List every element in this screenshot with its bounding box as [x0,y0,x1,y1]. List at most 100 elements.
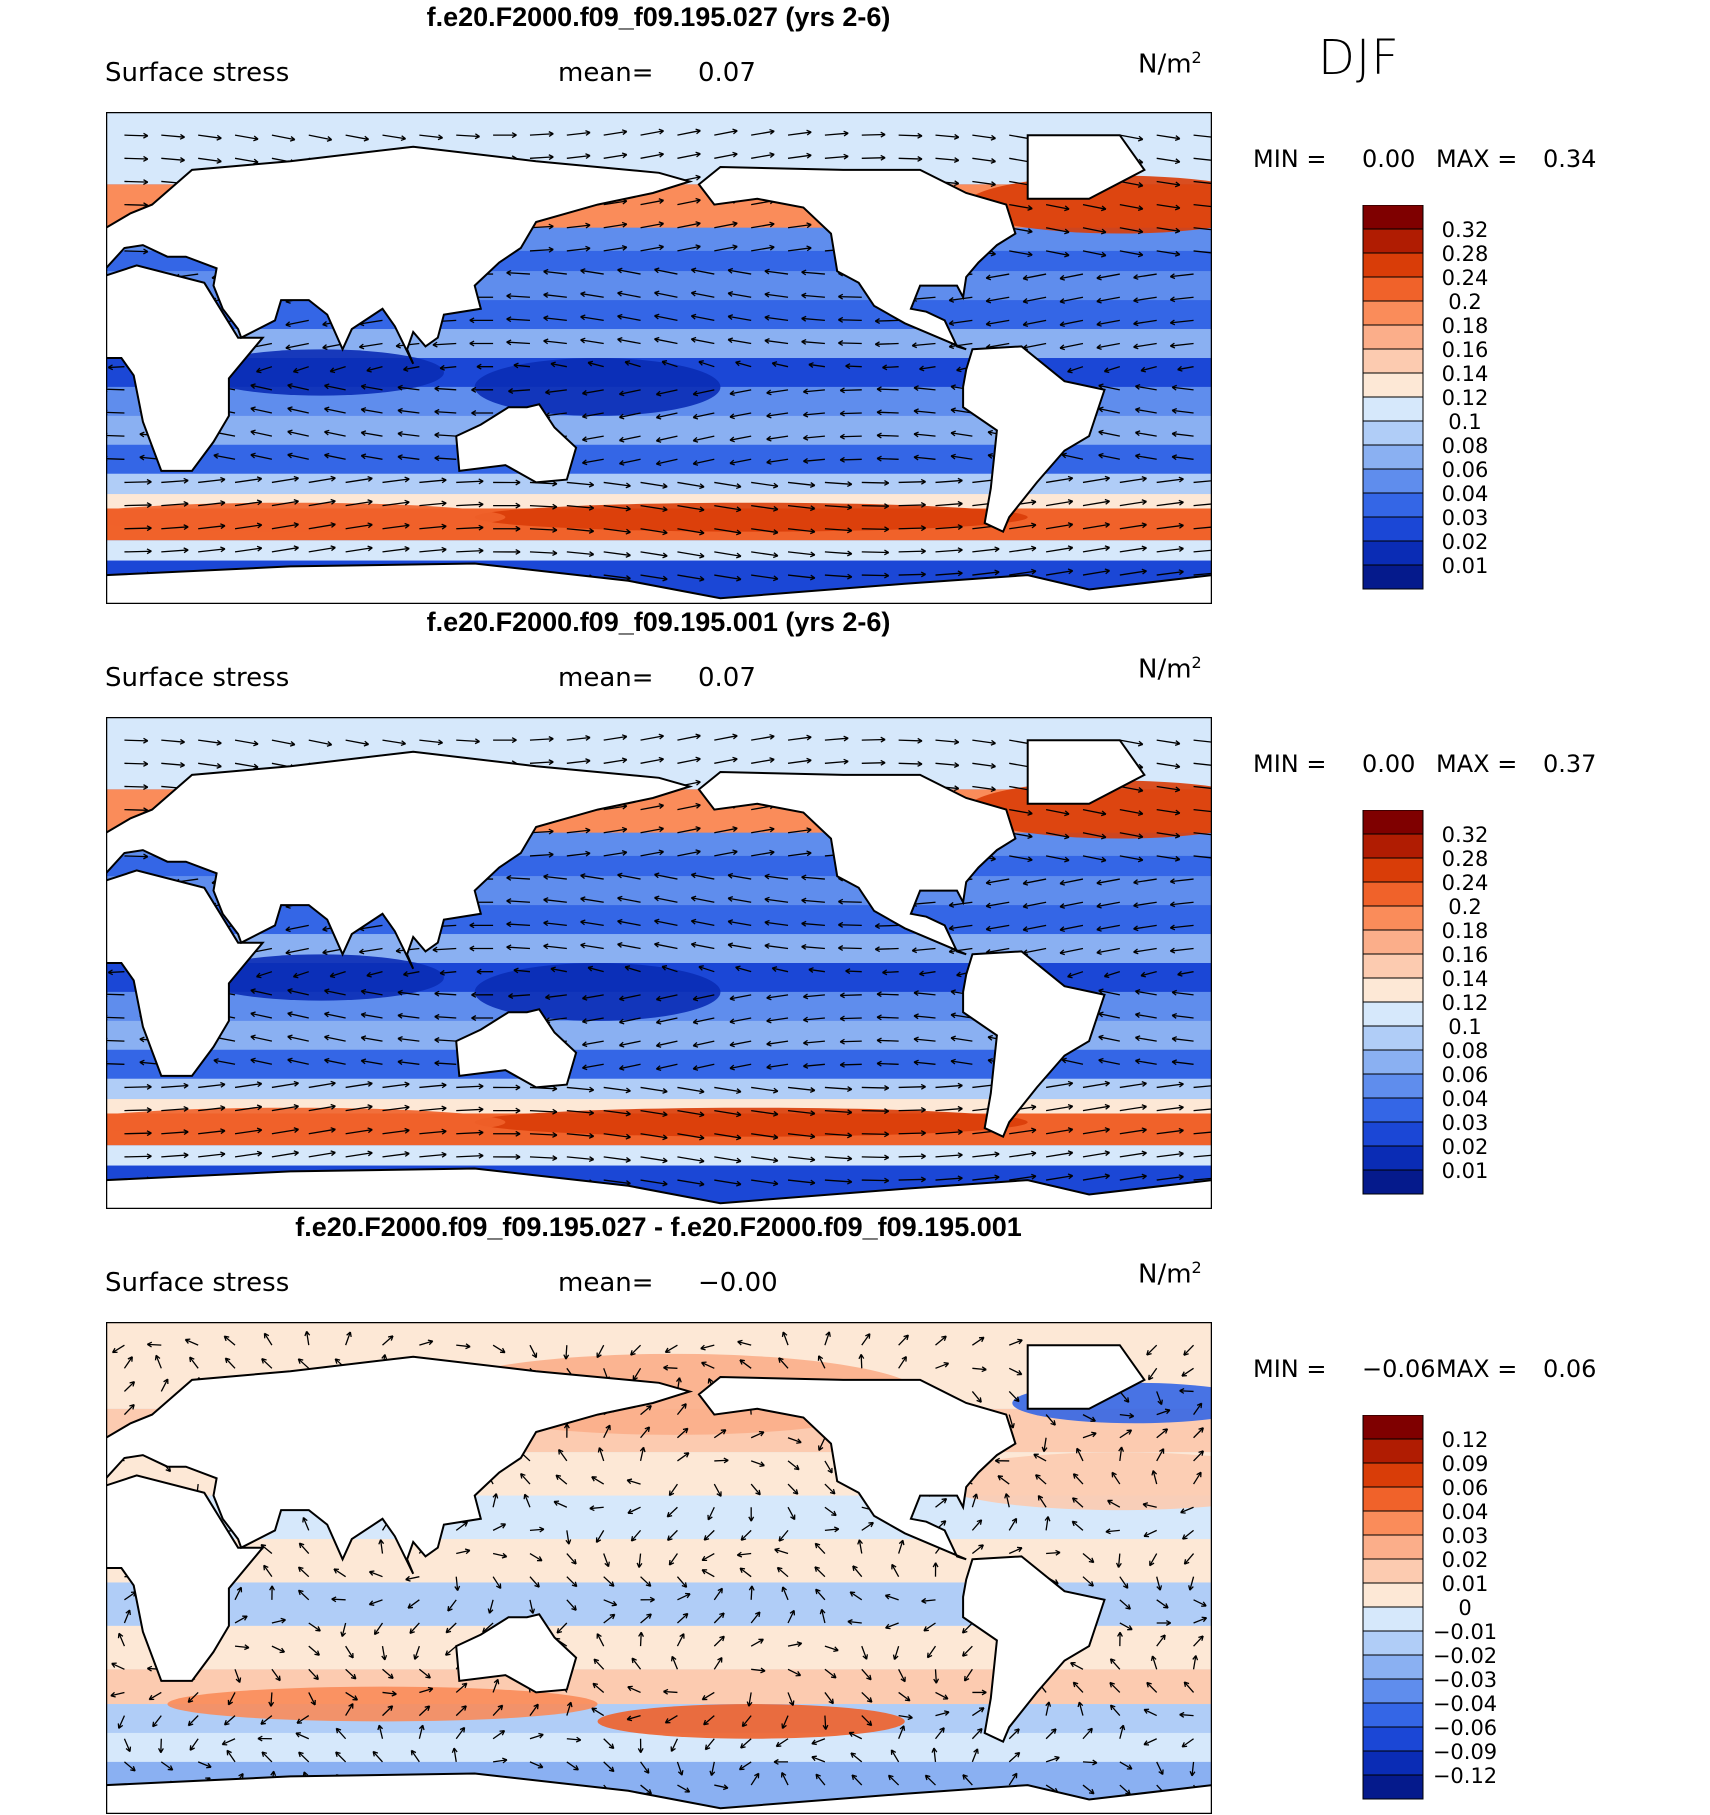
stress-vector [640,826,664,834]
stress-vector [476,363,494,370]
stress-vector [972,785,996,793]
stress-vector [1156,569,1184,576]
stress-vector [861,1131,890,1138]
stress-vector [655,412,678,420]
stress-vector [701,1552,715,1562]
stress-vector [595,1530,605,1543]
stress-vector [124,1153,152,1160]
stress-vector [308,1645,320,1656]
stress-vector [971,1391,982,1403]
stress-vector [1156,1599,1169,1609]
stress-vector [727,291,752,298]
stress-vector [582,994,604,1001]
stress-vector [184,1338,199,1346]
stress-vector [617,895,641,903]
contour-band [106,1732,1212,1762]
stress-vector [308,1103,336,1112]
stress-vector [493,548,521,555]
stress-vector [566,1736,582,1743]
stress-vector [285,947,309,956]
stress-vector [935,1497,948,1508]
variable-label: Surface stress [105,1268,290,1298]
stress-vector [1156,1408,1171,1416]
stress-vector [714,1086,742,1095]
mean-value: 0.07 [698,58,756,88]
stress-vector [555,1474,568,1485]
stress-vector [597,1447,605,1462]
colorbar-box [1362,516,1424,542]
stress-vector [1171,407,1194,414]
stress-vector [1022,319,1047,328]
stress-vector [444,1645,457,1656]
land-antarctica [106,562,1212,604]
stress-vector [566,1576,578,1588]
stress-vector [787,551,816,558]
stress-vector [308,134,333,142]
stress-vector [818,1437,826,1451]
stress-vector [345,1645,354,1659]
stress-vector [471,386,494,393]
colorbar-tick-label: 0.28 [1442,242,1489,266]
stress-vector [677,481,705,490]
stress-vector [456,1129,484,1136]
stress-vector [803,411,825,418]
colorbar-tick-label: −0.04 [1433,1692,1497,1716]
stress-vector [664,1715,678,1724]
stress-vector [1096,947,1120,955]
stress-vector [838,293,862,300]
stress-vector [529,851,554,858]
stress-vector [1109,1681,1121,1693]
stress-vector [308,1127,336,1135]
stress-vector [1156,1104,1184,1112]
stress-vector [419,739,443,746]
stress-vector [397,1012,420,1019]
stress-vector [308,1080,336,1089]
stress-vector [655,435,678,443]
stress-vector [617,872,641,880]
stress-vector [1082,855,1107,863]
stress-vector [271,134,296,142]
stress-vector [324,1057,346,1065]
colorbar-tick-label: 0.03 [1442,1111,1489,1135]
colorbar-box [1362,953,1424,979]
panel-title: f.e20.F2000.f09_f09.195.001 (yrs 2-6) [426,607,891,637]
stress-vector [640,1156,668,1164]
stress-vector [1082,1080,1111,1089]
stress-vector [972,1336,985,1346]
stress-vector [345,739,370,747]
stress-vector [971,1727,983,1740]
stress-vector [874,341,899,348]
stress-vector [263,1332,273,1346]
stress-vector [934,1727,945,1740]
mean-label: mean= [558,58,654,88]
stress-vector [492,1493,499,1508]
variable-label: Surface stress [105,58,290,88]
stress-vector [580,896,604,903]
stress-vector [787,504,816,512]
stress-vector [271,475,299,484]
colorbar-tick-label: 0.02 [1442,1548,1489,1572]
stress-vector [529,736,554,742]
stress-vector [107,969,125,976]
contour-blob [597,1704,905,1739]
stress-vector [234,1127,263,1135]
stress-vector [655,1040,678,1048]
stress-vector [227,1692,236,1706]
stress-vector [1193,1450,1204,1462]
stress-vector [543,943,567,950]
stress-vector [935,1082,963,1089]
stress-vector [360,407,383,414]
stress-vector [603,757,628,764]
stress-vector [1082,475,1111,484]
max-value: 0.34 [1543,145,1597,173]
stress-vector [324,1011,346,1019]
stress-vector [566,481,595,488]
stress-vector [948,319,973,326]
mean-value: 0.07 [698,663,756,693]
stress-vector [714,1179,742,1187]
stress-vector [1103,366,1121,374]
stress-vector [714,1156,742,1164]
stress-vector [1156,785,1181,793]
colorbar-tick-label: 0.09 [1442,1452,1489,1476]
stress-vector [787,1179,816,1186]
